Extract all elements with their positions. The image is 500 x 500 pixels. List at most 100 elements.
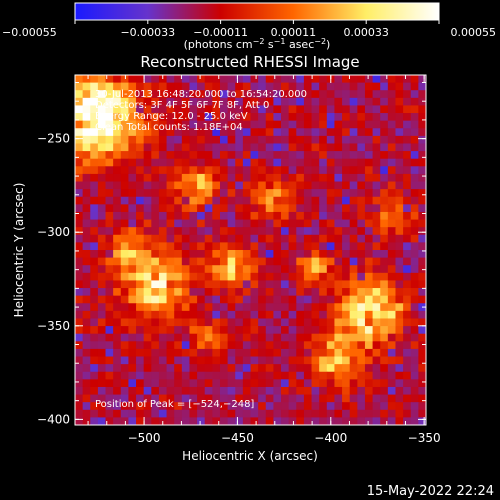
heatmap-cell [303, 211, 313, 221]
heatmap-cell [418, 295, 426, 304]
heatmap-cell [380, 348, 389, 358]
heatmap-cell [113, 158, 122, 167]
heatmap-cell [326, 409, 336, 418]
heatmap-cell [181, 82, 191, 91]
heatmap-cell [380, 227, 389, 236]
heatmap-cell [403, 196, 412, 205]
heatmap-cell [296, 326, 305, 335]
heatmap-cell [227, 326, 236, 335]
heatmap-cell [166, 341, 175, 350]
heatmap-cell [334, 97, 343, 107]
heatmap-cell [174, 356, 183, 365]
heatmap-cell [296, 173, 305, 183]
heatmap-cell [265, 250, 274, 259]
heatmap-cell [105, 189, 114, 198]
heatmap-cell [403, 113, 412, 122]
heatmap-cell [219, 348, 229, 358]
heatmap-cell [197, 265, 206, 274]
heatmap-cell [113, 135, 122, 145]
heatmap-cell [296, 82, 305, 91]
heatmap-cell [97, 181, 107, 190]
heatmap-cell [319, 158, 328, 167]
heatmap-cell [403, 135, 412, 145]
heatmap-cell [212, 143, 221, 152]
heatmap-cell [181, 371, 191, 380]
heatmap-cell [311, 402, 320, 411]
heatmap-cell [258, 227, 267, 236]
heatmap-cell [281, 181, 290, 190]
heatmap-cell [410, 75, 419, 84]
heatmap-cell [342, 250, 351, 259]
heatmap-cell [273, 166, 282, 175]
heatmap-cell [97, 173, 107, 183]
heatmap-cell [189, 394, 198, 403]
heatmap-cell [90, 318, 99, 327]
heatmap-cell [174, 219, 183, 228]
heatmap-cell [334, 288, 343, 297]
heatmap-cell [181, 402, 191, 411]
heatmap-cell [158, 303, 168, 312]
heatmap-cell [219, 402, 229, 411]
heatmap-cell [174, 105, 183, 114]
heatmap-cell [82, 310, 91, 320]
heatmap-cell [90, 371, 99, 380]
heatmap-cell [219, 105, 229, 114]
heatmap-cell [372, 280, 381, 289]
heatmap-cell [181, 158, 191, 167]
heatmap-cell [97, 90, 107, 99]
heatmap-cell [82, 341, 91, 350]
heatmap-cell [303, 219, 313, 228]
heatmap-cell [303, 280, 313, 289]
heatmap-cell [143, 333, 152, 342]
heatmap-cell [97, 75, 107, 84]
heatmap-cell [380, 211, 389, 221]
heatmap-cell [242, 280, 252, 289]
heatmap-cell [151, 288, 160, 297]
heatmap-cell [311, 75, 320, 84]
heatmap-cell [380, 75, 389, 84]
heatmap-cell [319, 82, 328, 91]
heatmap-cell [357, 333, 366, 342]
heatmap-cell [418, 242, 426, 251]
heatmap-cell [380, 265, 389, 274]
heatmap-cell [128, 341, 137, 350]
heatmap-cell [311, 128, 320, 137]
heatmap-cell [319, 97, 328, 107]
heatmap-cell [136, 341, 145, 350]
heatmap-cell [349, 295, 358, 304]
heatmap-cell [212, 379, 221, 388]
heatmap-cell [227, 386, 236, 396]
heatmap-cell [174, 318, 183, 327]
heatmap-cell [334, 189, 343, 198]
heatmap-cell [227, 166, 236, 175]
heatmap-cell [90, 257, 99, 266]
heatmap-cell [326, 257, 336, 266]
heatmap-cell [166, 288, 175, 297]
heatmap-cell [97, 234, 107, 243]
heatmap-cell [212, 409, 221, 418]
heatmap-cell [151, 242, 160, 251]
heatmap-cell [75, 234, 84, 243]
heatmap-cell [128, 295, 137, 304]
heatmap-cell [380, 417, 389, 425]
heatmap-cell [97, 295, 107, 304]
heatmap-cell [166, 364, 175, 373]
heatmap-cell [136, 257, 145, 266]
heatmap-cell [174, 402, 183, 411]
heatmap-cell [296, 234, 305, 243]
heatmap-cell [227, 90, 236, 99]
heatmap-cell [166, 295, 175, 304]
heatmap-cell [349, 402, 358, 411]
heatmap-cell [235, 97, 244, 107]
heatmap-cell [181, 97, 191, 107]
heatmap-cell [296, 417, 305, 425]
heatmap-cell [82, 257, 91, 266]
heatmap-cell [296, 371, 305, 380]
heatmap-cell [372, 181, 381, 190]
heatmap-cell [410, 120, 419, 129]
heatmap-cell [189, 326, 198, 335]
heatmap-cell [395, 82, 404, 91]
heatmap-cell [181, 234, 191, 243]
heatmap-cell [97, 348, 107, 358]
heatmap-cell [364, 386, 374, 396]
